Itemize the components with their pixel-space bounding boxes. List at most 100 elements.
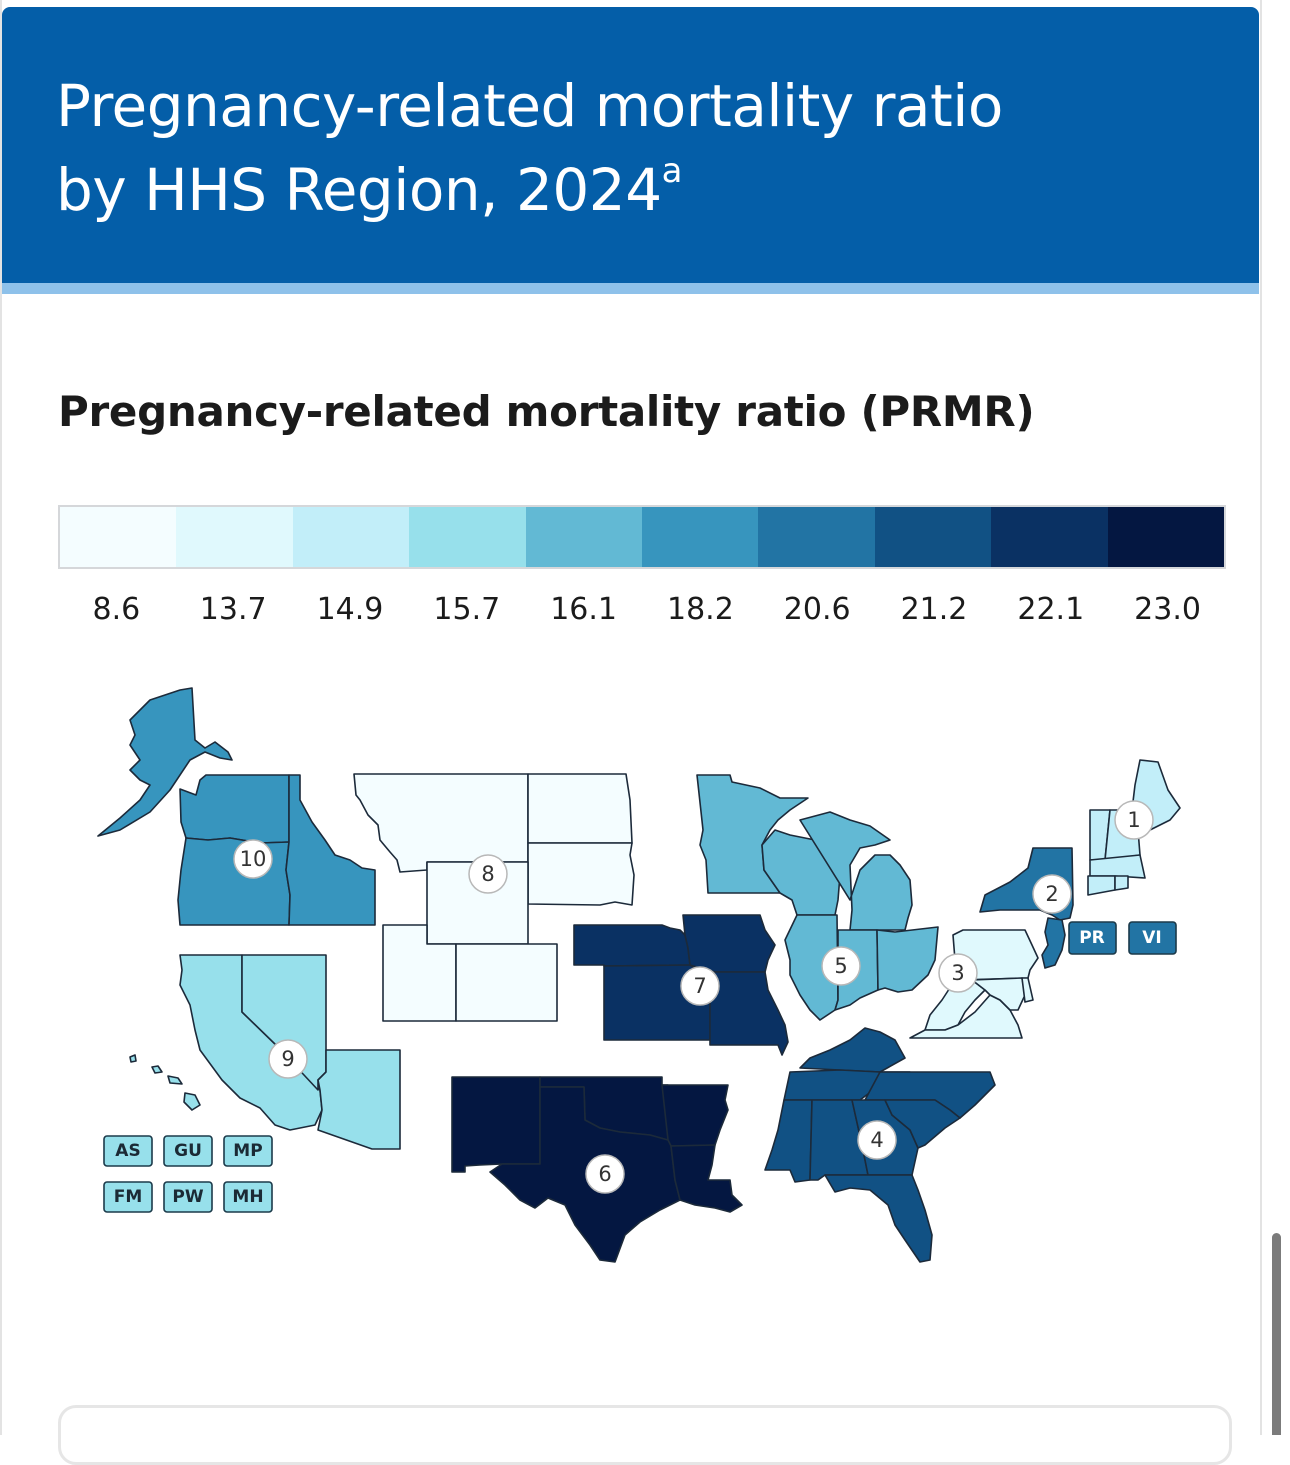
state-or[interactable] — [177, 837, 291, 926]
state-sc[interactable] — [884, 1099, 961, 1149]
state-co[interactable] — [455, 943, 558, 1022]
region-badge-label-1: 1 — [1127, 808, 1140, 832]
region-badge-label-2: 2 — [1045, 882, 1058, 906]
legend-swatch-9 — [1107, 507, 1225, 567]
territory-mh[interactable] — [223, 1181, 273, 1213]
territory-fm-label: FM — [114, 1187, 143, 1207]
scrollbar-track[interactable] — [1262, 0, 1290, 1435]
legend-swatch-8 — [991, 507, 1108, 567]
territory-mp[interactable] — [223, 1135, 273, 1167]
color-legend — [58, 505, 1226, 569]
scrollbar-thumb[interactable] — [1272, 1233, 1281, 1435]
state-de[interactable] — [1021, 977, 1034, 1003]
region-5[interactable] — [696, 774, 939, 1021]
territory-pr-label: PR — [1079, 928, 1105, 948]
territory-pw[interactable] — [163, 1181, 213, 1213]
state-ky[interactable] — [799, 1027, 906, 1073]
territory-mp-label: MP — [233, 1141, 262, 1161]
page-title: Pregnancy-related mortality ratio by HHS … — [56, 64, 1236, 232]
legend-label-4: 16.1 — [550, 592, 617, 627]
state-oh[interactable] — [876, 926, 939, 993]
state-nd[interactable] — [527, 773, 633, 844]
legend-title: Pregnancy-related mortality ratio (PRMR) — [58, 387, 1035, 436]
region-badge-1[interactable] — [1114, 800, 1154, 840]
state-mt[interactable] — [353, 773, 529, 873]
legend-label-2: 14.9 — [316, 592, 384, 627]
state-ne[interactable] — [573, 924, 691, 967]
territory-gu[interactable] — [163, 1135, 213, 1167]
territory-gu-label: GU — [174, 1141, 202, 1161]
region-badge-3[interactable] — [938, 953, 978, 993]
title-line-2: by HHS Region, 2024 — [56, 156, 662, 224]
legend-swatch-1 — [176, 507, 293, 567]
state-mo[interactable] — [709, 971, 789, 1056]
state-ar[interactable] — [661, 1084, 729, 1147]
state-hi-3[interactable] — [167, 1075, 183, 1085]
region-badge-label-6: 6 — [598, 1162, 611, 1186]
territory-vi-label: VI — [1142, 928, 1161, 948]
legend-label-3: 15.7 — [433, 592, 501, 627]
state-ri[interactable] — [1114, 875, 1129, 891]
hhs-region-map: PR VI AS GU MP FM PW MH 1 2 3 4 5 6 7 8 9 10 — [0, 660, 1262, 1300]
state-hi-1[interactable] — [129, 1054, 137, 1063]
state-ms[interactable] — [764, 1099, 813, 1183]
state-fl[interactable] — [824, 1174, 933, 1263]
legend-swatch-5 — [642, 507, 759, 567]
state-wa[interactable] — [179, 774, 290, 844]
footnote-marker[interactable]: a — [661, 151, 683, 191]
region-badge-label-3: 3 — [951, 961, 964, 985]
page-frame — [0, 0, 1262, 1435]
state-nj[interactable] — [1041, 917, 1066, 969]
state-hi-2[interactable] — [151, 1065, 163, 1074]
region-badge-label-7: 7 — [693, 974, 706, 998]
state-ak[interactable] — [97, 687, 233, 837]
legend-swatch-7 — [874, 507, 992, 567]
state-az[interactable] — [317, 1049, 401, 1150]
territory-pr[interactable] — [1068, 921, 1117, 955]
region-badge-4[interactable] — [857, 1120, 897, 1160]
legend-swatch-2 — [292, 507, 410, 567]
legend-swatch-6 — [758, 507, 875, 567]
territory-mh-label: MH — [232, 1187, 263, 1207]
state-sd[interactable] — [527, 842, 635, 906]
region-badge-label-5: 5 — [834, 954, 847, 978]
region-8[interactable] — [353, 773, 635, 1022]
legend-swatch-0 — [60, 507, 177, 567]
legend-label-1: 13.7 — [199, 592, 267, 627]
legend-label-9: 23.0 — [1134, 592, 1201, 627]
state-la[interactable] — [670, 1144, 743, 1213]
region-badge-9[interactable] — [268, 1039, 308, 1079]
state-ct[interactable] — [1087, 875, 1116, 896]
region-badge-8[interactable] — [468, 854, 508, 894]
state-mn[interactable] — [696, 774, 809, 894]
region-badge-2[interactable] — [1032, 874, 1072, 914]
legend-label-8: 22.1 — [1017, 592, 1085, 627]
region-badge-label-9: 9 — [281, 1047, 294, 1071]
region-badge-7[interactable] — [680, 966, 720, 1006]
legend-swatch-4 — [525, 507, 643, 567]
region-4[interactable] — [764, 1027, 996, 1263]
region-badges: 1 2 3 4 5 6 7 8 9 10 — [233, 800, 1154, 1194]
region-badge-label-10: 10 — [240, 847, 267, 871]
territory-fm[interactable] — [103, 1181, 153, 1213]
state-hi-4[interactable] — [183, 1092, 201, 1111]
state-nm[interactable] — [451, 1076, 541, 1173]
territory-pw-label: PW — [172, 1187, 203, 1207]
state-id[interactable] — [285, 774, 376, 926]
region-9-territories: AS GU MP FM PW MH — [103, 1135, 273, 1213]
region-badge-6[interactable] — [585, 1154, 625, 1194]
state-tx[interactable] — [489, 1086, 681, 1263]
region-9[interactable] — [129, 954, 401, 1150]
territory-as[interactable] — [103, 1135, 153, 1167]
region-10[interactable] — [97, 687, 376, 926]
state-va[interactable] — [909, 994, 1023, 1039]
legend-labels: 8.6 13.7 14.9 15.7 16.1 18.2 20.6 21.2 22.1 23.0 — [58, 588, 1226, 632]
region-badge-label-4: 4 — [870, 1128, 883, 1152]
region-badge-10[interactable] — [233, 839, 273, 879]
state-ia[interactable] — [682, 914, 776, 973]
region-badge-5[interactable] — [821, 946, 861, 986]
state-ma[interactable] — [1089, 854, 1146, 879]
territory-vi[interactable] — [1128, 921, 1177, 955]
region-6[interactable] — [451, 1076, 743, 1263]
legend-label-6: 20.6 — [783, 592, 851, 627]
